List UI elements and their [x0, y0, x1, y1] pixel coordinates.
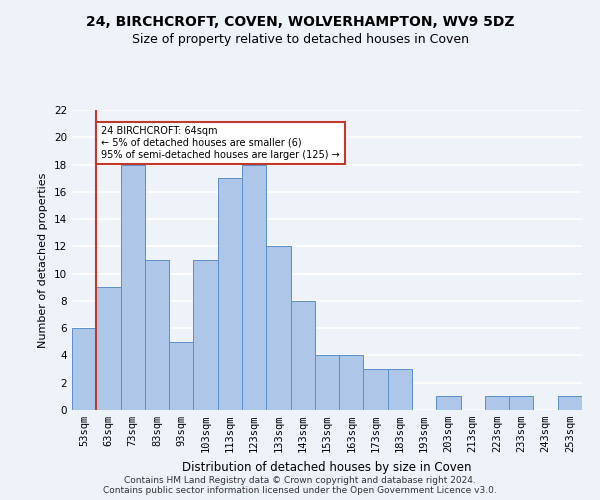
- Bar: [96, 288, 121, 410]
- Text: 24, BIRCHCROFT, COVEN, WOLVERHAMPTON, WV9 5DZ: 24, BIRCHCROFT, COVEN, WOLVERHAMPTON, WV…: [86, 15, 514, 29]
- Bar: [169, 342, 193, 410]
- Bar: [145, 260, 169, 410]
- Bar: [436, 396, 461, 410]
- Text: Size of property relative to detached houses in Coven: Size of property relative to detached ho…: [131, 32, 469, 46]
- Bar: [72, 328, 96, 410]
- Bar: [364, 369, 388, 410]
- Text: 24 BIRCHCROFT: 64sqm
← 5% of detached houses are smaller (6)
95% of semi-detache: 24 BIRCHCROFT: 64sqm ← 5% of detached ho…: [101, 126, 340, 160]
- Bar: [509, 396, 533, 410]
- Bar: [242, 164, 266, 410]
- Bar: [121, 164, 145, 410]
- Text: Contains public sector information licensed under the Open Government Licence v3: Contains public sector information licen…: [103, 486, 497, 495]
- Y-axis label: Number of detached properties: Number of detached properties: [38, 172, 49, 348]
- Bar: [558, 396, 582, 410]
- Bar: [193, 260, 218, 410]
- Bar: [218, 178, 242, 410]
- Bar: [266, 246, 290, 410]
- Text: Contains HM Land Registry data © Crown copyright and database right 2024.: Contains HM Land Registry data © Crown c…: [124, 476, 476, 485]
- Bar: [339, 356, 364, 410]
- Bar: [315, 356, 339, 410]
- X-axis label: Distribution of detached houses by size in Coven: Distribution of detached houses by size …: [182, 460, 472, 473]
- Bar: [485, 396, 509, 410]
- Bar: [388, 369, 412, 410]
- Bar: [290, 301, 315, 410]
